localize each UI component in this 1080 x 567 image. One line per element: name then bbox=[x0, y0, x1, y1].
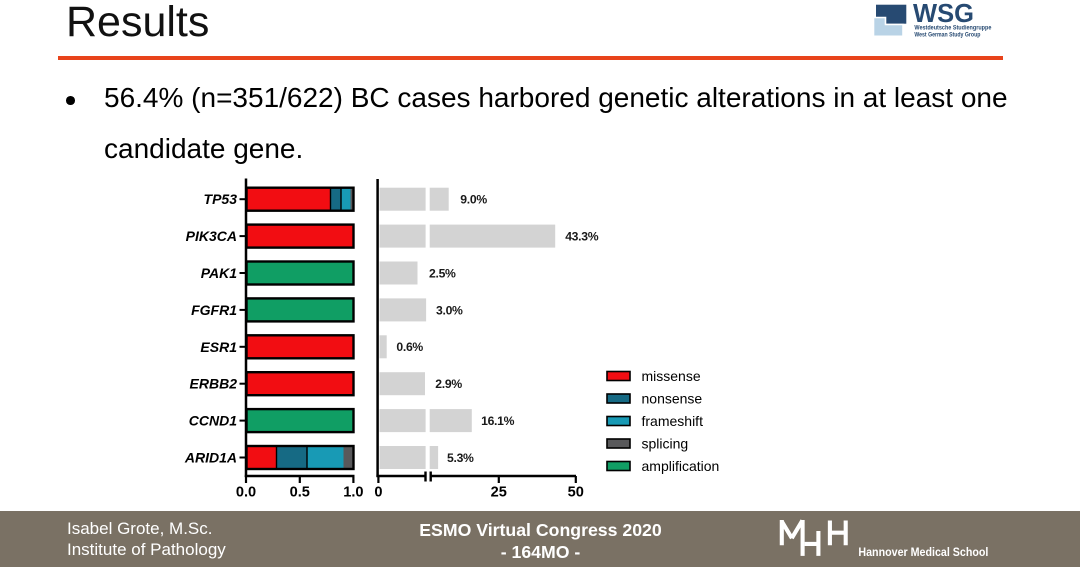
svg-text:9.0%: 9.0% bbox=[460, 193, 487, 207]
svg-text:CCND1: CCND1 bbox=[189, 413, 237, 429]
svg-text:3.0%: 3.0% bbox=[436, 303, 463, 317]
svg-text:frameshift: frameshift bbox=[642, 413, 704, 429]
svg-text:missense: missense bbox=[642, 368, 701, 384]
svg-text:1.0: 1.0 bbox=[343, 485, 363, 501]
svg-text:5.3%: 5.3% bbox=[447, 451, 474, 465]
svg-text:2.9%: 2.9% bbox=[435, 377, 462, 391]
svg-text:Hannover Medical School: Hannover Medical School bbox=[858, 547, 988, 559]
svg-text:TP53: TP53 bbox=[204, 191, 238, 207]
svg-text:50: 50 bbox=[568, 485, 584, 501]
svg-text:amplification: amplification bbox=[642, 458, 720, 474]
svg-text:0.5: 0.5 bbox=[290, 485, 310, 501]
svg-text:PAK1: PAK1 bbox=[201, 265, 238, 281]
svg-text:25: 25 bbox=[491, 485, 507, 501]
svg-text:0: 0 bbox=[374, 485, 382, 501]
svg-text:43.3%: 43.3% bbox=[565, 230, 599, 244]
svg-text:ARID1A: ARID1A bbox=[184, 450, 237, 466]
svg-text:West German Study Group: West German Study Group bbox=[914, 32, 980, 39]
svg-text:WSG: WSG bbox=[913, 0, 974, 28]
svg-text:2.5%: 2.5% bbox=[429, 266, 456, 280]
svg-text:FGFR1: FGFR1 bbox=[191, 302, 237, 318]
svg-text:ERBB2: ERBB2 bbox=[190, 376, 238, 392]
svg-text:16.1%: 16.1% bbox=[481, 414, 515, 428]
svg-text:splicing: splicing bbox=[642, 436, 689, 452]
svg-text:0.0: 0.0 bbox=[236, 485, 256, 501]
svg-text:PIK3CA: PIK3CA bbox=[186, 228, 237, 244]
svg-text:0.6%: 0.6% bbox=[396, 340, 423, 354]
svg-text:Westdeutsche Studiengruppe: Westdeutsche Studiengruppe bbox=[914, 25, 991, 32]
svg-text:nonsense: nonsense bbox=[642, 391, 703, 407]
svg-text:ESR1: ESR1 bbox=[200, 339, 237, 355]
